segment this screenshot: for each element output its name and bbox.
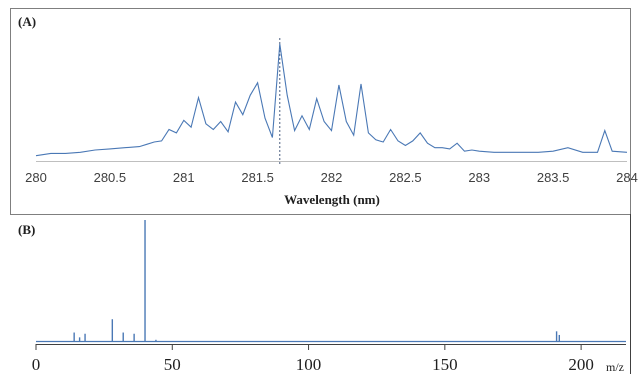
panel-b-tick-label: 50 <box>164 355 181 374</box>
panel-b-tick-labels: 0 50 100 150 200 <box>32 344 594 374</box>
panel-a-label: (A) <box>18 14 36 29</box>
panel-a-tick-label: 283 <box>468 170 490 185</box>
panel-a-tick-label: 282 <box>321 170 343 185</box>
panel-a-tick-labels: 280 280.5 281 281.5 282 282.5 283 283.5 284 <box>25 170 638 185</box>
panel-b-tick-label: 0 <box>32 355 41 374</box>
panel-b-x-axis-title: m/z <box>606 360 624 374</box>
panel-a-tick-label: 280.5 <box>94 170 127 185</box>
panel-a-x-axis-title: Wavelength (nm) <box>284 192 380 207</box>
panel-b-tick-label: 150 <box>432 355 458 374</box>
panel-a-tick-label: 284 <box>616 170 638 185</box>
panel-b-label: (B) <box>18 222 35 237</box>
panel-b-tick-label: 100 <box>296 355 322 374</box>
panel-a-tick-label: 281.5 <box>241 170 274 185</box>
panel-a-tick-label: 280 <box>25 170 47 185</box>
panel-a-tick-label: 282.5 <box>389 170 422 185</box>
panel-b: (B) 0 50 100 150 200 m/z <box>18 214 631 374</box>
panel-a-frame <box>10 8 631 215</box>
panel-a-spectrum-line <box>35 43 628 157</box>
panel-a: (A) 280 280.5 281 281.5 282 282.5 283 283.5 284 … <box>10 8 638 215</box>
panel-b-tick-label: 200 <box>568 355 594 374</box>
panel-b-peaks <box>73 220 561 341</box>
panel-a-tick-label: 283.5 <box>537 170 570 185</box>
panel-a-tick-label: 281 <box>173 170 195 185</box>
